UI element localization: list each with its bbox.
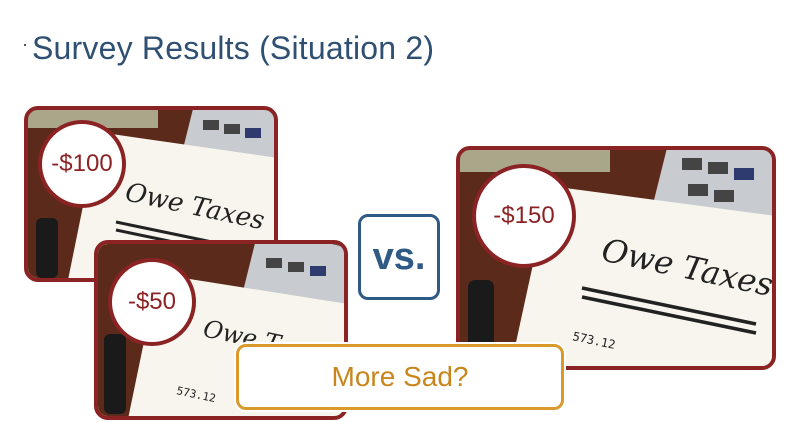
amount-label: -$50 — [127, 288, 177, 315]
slide-dot — [24, 44, 26, 46]
slide-title: Survey Results (Situation 2) — [32, 30, 435, 66]
amount-label: -$100 — [51, 150, 113, 177]
caption-text: More Sad? — [331, 361, 469, 392]
vs-box: vs. — [358, 214, 440, 300]
caption-box: More Sad? — [236, 344, 564, 410]
vs-label: vs. — [372, 235, 426, 278]
amount-bubble-50: -$50 — [108, 258, 196, 346]
amount-bubble-150: -$150 — [472, 164, 576, 268]
amount-label: -$150 — [493, 202, 555, 229]
amount-bubble-100: -$100 — [38, 120, 126, 208]
